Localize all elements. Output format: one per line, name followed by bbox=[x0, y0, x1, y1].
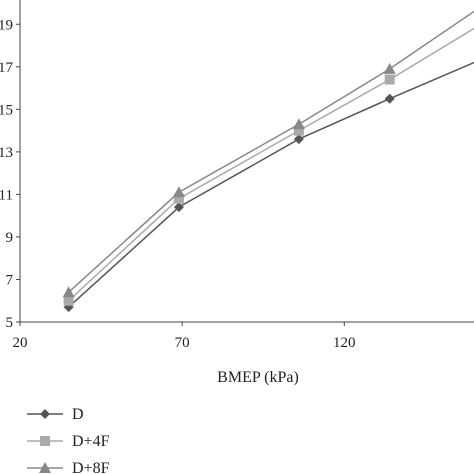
x-tick-label: 120 bbox=[333, 335, 356, 351]
x-axis-title: BMEP (kPa) bbox=[217, 369, 299, 386]
data-point bbox=[383, 62, 396, 74]
legend-marker bbox=[40, 409, 50, 419]
y-tick-label: 5 bbox=[6, 315, 14, 331]
series-0 bbox=[63, 61, 474, 313]
data-point bbox=[63, 295, 74, 306]
data-point bbox=[293, 134, 304, 145]
legend-item: D bbox=[27, 406, 84, 423]
series-layer bbox=[62, 10, 474, 313]
data-point bbox=[292, 118, 305, 130]
data-point bbox=[173, 193, 184, 204]
axes: 5 7 9 11 13 15 17 19 20 70 120 bbox=[0, 0, 474, 351]
x-tick-label: 20 bbox=[13, 335, 28, 351]
data-point bbox=[173, 202, 184, 213]
y-tick-label: 13 bbox=[0, 145, 13, 161]
y-tick-label: 7 bbox=[6, 272, 14, 288]
y-tick-label: 19 bbox=[0, 17, 13, 33]
series-line bbox=[68, 10, 474, 293]
y-tick-label: 9 bbox=[6, 230, 14, 246]
data-point bbox=[384, 93, 395, 104]
legend-label: D+8F bbox=[72, 460, 110, 474]
y-tick-label: 15 bbox=[0, 102, 13, 118]
y-tick-label: 11 bbox=[0, 187, 13, 203]
series-line bbox=[68, 27, 474, 302]
series-1 bbox=[63, 27, 474, 306]
legend: D D+4F D+8F bbox=[27, 406, 110, 474]
series-line bbox=[68, 61, 474, 308]
y-tick-label: 17 bbox=[0, 60, 14, 76]
legend-label: D+4F bbox=[72, 433, 110, 450]
data-point bbox=[62, 286, 75, 298]
data-point bbox=[172, 186, 185, 198]
data-point bbox=[384, 74, 395, 85]
legend-marker bbox=[40, 436, 50, 446]
series-2 bbox=[62, 10, 474, 298]
legend-marker bbox=[39, 462, 51, 473]
legend-item: D+4F bbox=[27, 433, 110, 450]
legend-item: D+8F bbox=[27, 460, 110, 474]
data-point bbox=[293, 125, 304, 136]
legend-label: D bbox=[72, 406, 84, 423]
x-tick-label: 70 bbox=[175, 335, 190, 351]
